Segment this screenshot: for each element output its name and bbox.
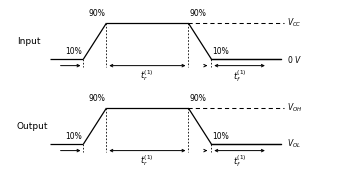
Text: 10%: 10% [65,131,82,140]
Text: $t_f^{(1)}$: $t_f^{(1)}$ [233,68,246,84]
Text: 10%: 10% [213,46,229,56]
Text: 90%: 90% [190,9,207,18]
Text: 90%: 90% [190,94,207,103]
Text: $t_f^{(1)}$: $t_f^{(1)}$ [233,153,246,169]
Text: 10%: 10% [213,131,229,140]
Text: 90%: 90% [88,94,105,103]
Text: $t_r^{(1)}$: $t_r^{(1)}$ [140,68,154,83]
Text: $t_r^{(1)}$: $t_r^{(1)}$ [140,153,154,168]
Text: $V_{OL}$: $V_{OL}$ [288,138,302,150]
Text: 90%: 90% [88,9,105,18]
Text: 10%: 10% [65,46,82,56]
Text: $V_{OH}$: $V_{OH}$ [288,102,303,114]
Text: $0\ V$: $0\ V$ [288,54,302,65]
Text: $V_{CC}$: $V_{CC}$ [288,17,302,29]
Text: Output: Output [17,122,48,131]
Text: Input: Input [17,37,40,46]
